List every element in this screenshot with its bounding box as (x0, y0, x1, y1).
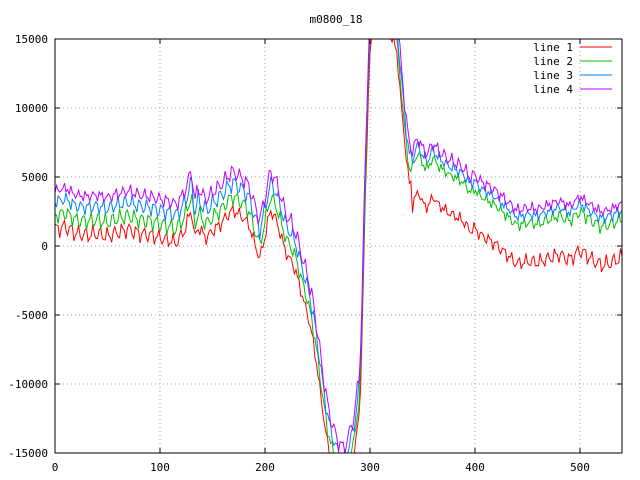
y-tick-label: 0 (41, 240, 48, 253)
chart-title: m0800_18 (310, 13, 363, 26)
y-tick-label: 10000 (15, 102, 48, 115)
y-tick-label: -5000 (15, 309, 48, 322)
legend-label: line 2 (533, 55, 573, 68)
series-line-2 (55, 39, 622, 453)
x-tick-label: 200 (255, 461, 275, 474)
y-tick-label: 15000 (15, 33, 48, 46)
grid (55, 39, 622, 453)
x-tick-label: 0 (52, 461, 59, 474)
x-tick-label: 400 (465, 461, 485, 474)
y-tick-label: 5000 (22, 171, 49, 184)
legend-label: line 4 (533, 83, 573, 96)
series-line-4 (55, 39, 622, 453)
legend-label: line 3 (533, 69, 573, 82)
series-line-1 (55, 39, 622, 453)
x-tick-label: 500 (570, 461, 590, 474)
x-axis-ticks: 0 100 200 300 400 500 (52, 39, 590, 474)
y-axis-ticks: -15000 -10000 -5000 0 5000 10000 15000 (8, 33, 622, 460)
x-tick-label: 100 (150, 461, 170, 474)
legend-label: line 1 (533, 41, 573, 54)
y-tick-label: -15000 (8, 447, 48, 460)
x-tick-label: 300 (360, 461, 380, 474)
plot-frame (54, 38, 623, 454)
y-tick-label: -10000 (8, 378, 48, 391)
